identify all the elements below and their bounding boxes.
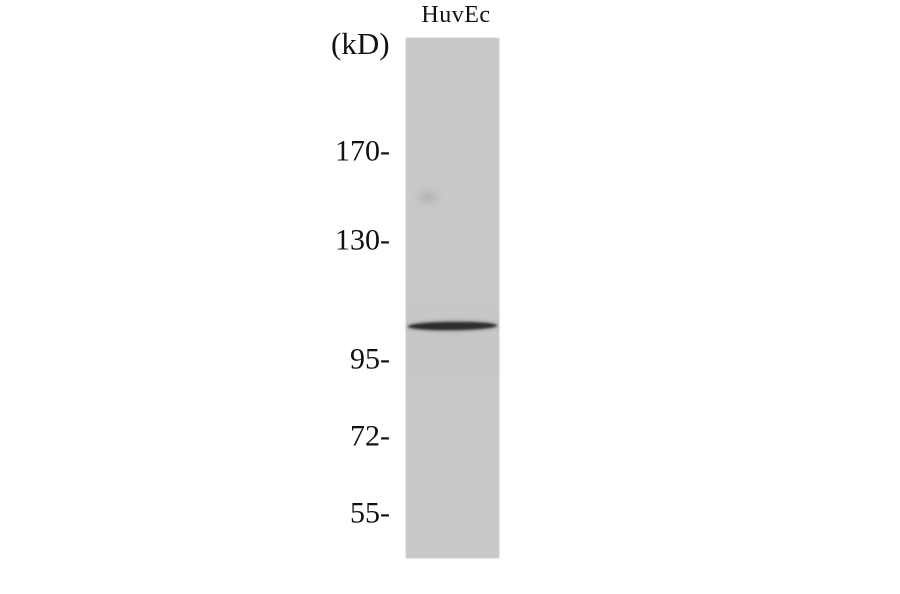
- mw-marker-label: 72-: [350, 419, 390, 453]
- faint-smudge: [414, 188, 442, 206]
- mw-marker-label: 55-: [350, 496, 390, 530]
- mw-marker-label: 130-: [335, 223, 390, 257]
- mw-marker-labels: 170- 130- 95- 72- 55-: [0, 0, 392, 594]
- kd-unit-label: (kD): [331, 26, 390, 61]
- protein-band: [407, 321, 498, 331]
- gel-lane: [406, 38, 499, 558]
- lane-label: HuvEc: [421, 2, 491, 28]
- mw-marker-label: 95-: [350, 342, 390, 376]
- mw-marker-label: 170-: [335, 134, 390, 168]
